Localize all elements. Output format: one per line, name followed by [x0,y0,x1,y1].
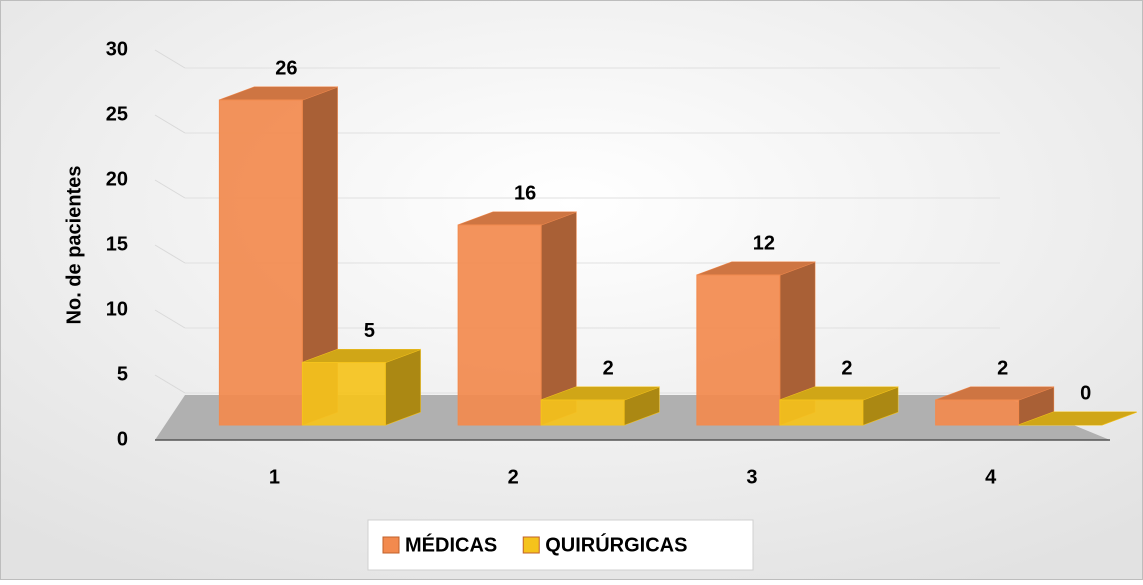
legend-label: MÉDICAS [405,533,497,556]
grid-line [154,114,186,134]
data-label: 5 [364,320,375,342]
grid-line [154,374,186,394]
x-tick-label: 2 [508,466,519,488]
legend-label: QUIRÚRGICAS [545,532,687,556]
bar [457,211,577,426]
bar-top-shade [458,212,577,225]
bar-top [1018,411,1137,426]
bar [779,386,899,426]
bar-top-shade [1018,412,1137,425]
bar-front [935,399,1020,426]
bar-front [779,399,864,426]
data-label: 16 [514,182,536,204]
legend [367,519,754,571]
bar-side-shade [1018,387,1054,425]
grid-line [154,244,186,264]
data-label: 2 [997,357,1008,379]
bar-front [218,99,303,426]
grid-line [154,179,186,199]
x-tick-label: 4 [985,466,997,488]
y-tick-label: 25 [106,103,128,125]
bar-side-shade [779,262,815,425]
data-label: 2 [841,357,852,379]
y-tick-label: 10 [106,298,128,320]
bar-top-shade [541,387,660,400]
grid-line [154,309,186,329]
bar-side-shade [624,387,660,425]
bar-top-shade [219,87,338,100]
bar [1018,411,1137,426]
x-tick-label: 1 [269,466,280,488]
bar [301,348,421,426]
bar-side-shade [862,387,898,425]
data-label: 12 [753,232,775,254]
bar-side-shade [302,87,338,425]
bar-top-shade [696,262,815,275]
bar [540,386,660,426]
y-tick-label: 30 [106,38,128,60]
grid-line [154,49,186,69]
y-tick-label: 15 [106,233,128,255]
data-label: 26 [275,57,297,79]
bar-front [457,224,542,426]
data-label: 2 [603,357,614,379]
data-label: 0 [1080,382,1091,404]
bar-top-shade [779,387,898,400]
y-tick-label: 0 [117,428,128,450]
bar-front [696,274,781,426]
bar-side-shade [541,212,577,425]
x-tick-label: 3 [746,466,757,488]
legend-swatch [382,536,400,554]
bar-front [540,399,625,426]
bar-side-shade [385,349,421,425]
bar-top-shade [302,349,421,363]
bar [935,386,1055,426]
bar-top-shade [935,387,1054,400]
y-axis-label: No. de pacientes [63,166,85,325]
y-tick-label: 5 [117,363,128,385]
bar [218,86,338,426]
bar-front [301,362,386,426]
legend-swatch [522,536,540,554]
y-tick-label: 20 [106,168,128,190]
bar [696,261,816,426]
